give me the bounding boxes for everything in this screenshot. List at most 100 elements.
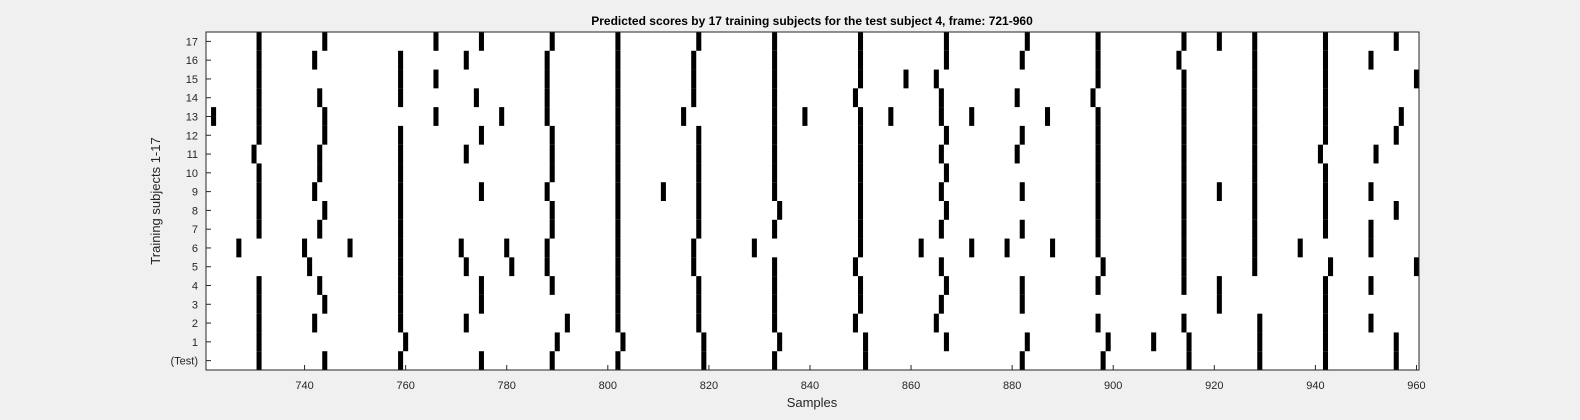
heatmap-cell xyxy=(1186,332,1192,352)
heatmap-cell xyxy=(1181,238,1187,258)
y-tick-label: 16 xyxy=(186,55,198,67)
heatmap-cell xyxy=(256,294,262,314)
heatmap-cell xyxy=(615,144,621,164)
heatmap-cell xyxy=(398,182,404,201)
y-tick-label: 13 xyxy=(186,112,198,124)
heatmap-cell xyxy=(696,32,702,51)
y-tick-label: 14 xyxy=(186,93,198,105)
heatmap-cell xyxy=(1019,219,1025,239)
heatmap-cell xyxy=(1019,182,1025,201)
heatmap-cell xyxy=(1004,238,1010,258)
heatmap-marks xyxy=(211,32,1419,370)
heatmap-cell xyxy=(1176,50,1182,70)
heatmap-cell xyxy=(398,219,404,239)
heatmap-cell xyxy=(751,238,757,258)
heatmap-cell xyxy=(938,182,944,201)
heatmap-cell xyxy=(1398,107,1404,126)
y-tick-label: 6 xyxy=(192,243,198,255)
heatmap-cell xyxy=(1095,201,1101,220)
heatmap-cell xyxy=(317,219,323,239)
heatmap-cell xyxy=(1322,219,1329,239)
x-tick-label: 900 xyxy=(1104,380,1122,392)
heatmap-cell xyxy=(1368,182,1374,201)
heatmap-cell xyxy=(696,163,702,183)
heatmap-cell xyxy=(549,32,555,51)
heatmap-cell xyxy=(544,107,550,126)
heatmap-cell xyxy=(322,201,328,220)
heatmap-cell xyxy=(544,50,550,70)
heatmap-cell xyxy=(1252,182,1258,201)
heatmap-cell xyxy=(1014,144,1020,164)
heatmap-cell xyxy=(772,182,778,201)
heatmap-cell xyxy=(1044,107,1051,126)
heatmap-cell xyxy=(615,313,621,333)
heatmap-cell xyxy=(398,201,404,220)
chart-title: Predicted scores by 17 training subjects… xyxy=(591,14,1033,28)
heatmap-cell xyxy=(1252,125,1258,145)
y-tick-label: 7 xyxy=(192,224,198,236)
heatmap-cell xyxy=(772,219,778,239)
heatmap-cell xyxy=(1019,294,1025,314)
heatmap-cell xyxy=(696,125,702,145)
heatmap-cell xyxy=(1322,182,1329,201)
heatmap-cell xyxy=(1095,163,1101,183)
heatmap-cell xyxy=(458,238,464,258)
heatmap-cell xyxy=(696,294,702,314)
heatmap-cell xyxy=(1216,182,1222,201)
heatmap-cell xyxy=(1024,332,1030,352)
heatmap-cell xyxy=(696,182,702,201)
heatmap-cell xyxy=(1095,238,1101,258)
heatmap-cell xyxy=(1181,257,1187,277)
heatmap-cell xyxy=(1393,201,1399,220)
heatmap-cell xyxy=(256,163,262,183)
heatmap-cell xyxy=(478,294,484,314)
heatmap-cell xyxy=(1368,219,1374,239)
heatmap-cell xyxy=(1252,88,1258,108)
heatmap-cell xyxy=(918,238,924,258)
heatmap-cell xyxy=(802,107,808,126)
heatmap-cell xyxy=(256,125,262,145)
heatmap-cell xyxy=(857,238,864,258)
heatmap-cell xyxy=(398,313,404,333)
heatmap-cell xyxy=(1252,219,1258,239)
heatmap-cell xyxy=(1186,351,1192,370)
heatmap-cell xyxy=(549,351,555,370)
heatmap-cell xyxy=(544,257,550,277)
heatmap-cell xyxy=(549,144,555,164)
y-tick-label: 1 xyxy=(192,337,198,349)
heatmap-cell xyxy=(681,107,687,126)
heatmap-cell xyxy=(772,88,778,108)
heatmap-cell xyxy=(1322,88,1329,108)
heatmap-cell xyxy=(398,163,404,183)
heatmap-cell xyxy=(696,313,702,333)
heatmap-cell xyxy=(549,276,555,295)
heatmap-cell xyxy=(1181,144,1187,164)
x-tick-label: 740 xyxy=(295,380,313,392)
heatmap-cell xyxy=(772,144,778,164)
heatmap-cell xyxy=(236,238,242,258)
y-tick-label: 4 xyxy=(192,281,198,293)
heatmap-cell xyxy=(473,88,479,108)
heatmap-cell xyxy=(256,32,262,51)
heatmap-cell xyxy=(857,50,864,70)
heatmap-cell xyxy=(1181,276,1187,295)
heatmap-cell xyxy=(1090,88,1096,108)
heatmap-cell xyxy=(615,50,621,70)
heatmap-cell xyxy=(857,32,864,51)
heatmap-cell xyxy=(1050,238,1056,258)
heatmap-cell xyxy=(1181,219,1187,239)
heatmap-cell xyxy=(1252,69,1258,89)
heatmap-cell xyxy=(857,201,864,220)
heatmap-cell xyxy=(772,257,778,277)
heatmap-cell xyxy=(1024,32,1030,51)
heatmap-cell xyxy=(943,125,949,145)
heatmap-cell xyxy=(857,69,864,89)
heatmap-cell xyxy=(322,32,328,51)
heatmap-cell xyxy=(701,351,707,370)
x-tick-label: 800 xyxy=(599,380,617,392)
heatmap-cell xyxy=(398,294,404,314)
heatmap-cell xyxy=(772,107,778,126)
heatmap-cell xyxy=(938,294,944,314)
